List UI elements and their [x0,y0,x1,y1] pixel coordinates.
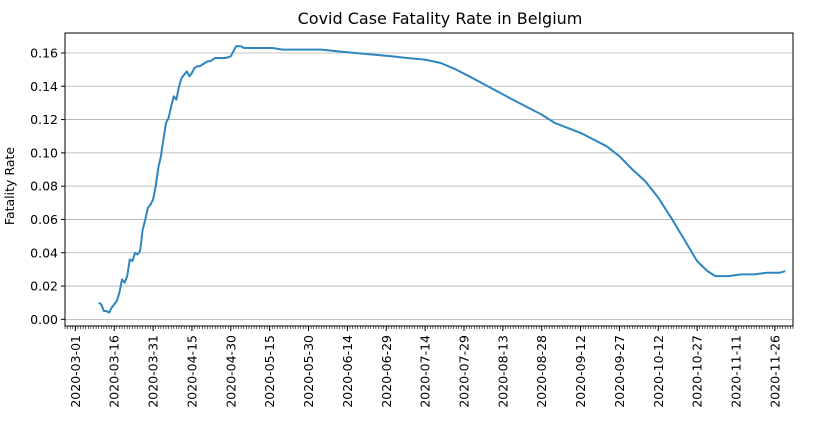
chart-title: Covid Case Fatality Rate in Belgium [298,9,583,28]
x-tick-label: 2020-03-16 [107,335,122,408]
plot-frame [64,32,794,327]
x-tick-label: 2020-04-15 [184,335,199,408]
y-tick-label: 0.04 [30,245,58,260]
x-tick-label: 2020-11-26 [767,335,782,408]
fatality-rate-line [98,45,786,314]
x-tick-label: 2020-11-11 [729,335,744,408]
y-tick-label: 0.02 [30,279,58,294]
x-tick-label: 2020-08-13 [495,335,510,408]
y-tick-label: 0.10 [30,145,58,160]
x-ticks: 2020-03-01 2020-03-16 2020-03-31 2020-04-15… [68,326,782,408]
y-tick-label: 0.00 [30,312,58,327]
y-tick-label: 0.16 [30,45,58,60]
x-tick-label: 2020-06-14 [340,335,355,408]
x-tick-label: 2020-09-27 [612,335,627,408]
y-tick-label: 0.06 [30,212,58,227]
x-tick-label: 2020-05-15 [262,335,277,408]
y-tick-label: 0.12 [30,112,58,127]
y-tick-label: 0.08 [30,179,58,194]
x-tick-label: 2020-07-29 [456,335,471,408]
y-ticks: 0.00 0.02 0.04 0.06 0.08 0.10 0.12 0.14 0.16 [30,45,65,327]
gridlines [65,52,793,320]
x-tick-label: 2020-03-01 [68,335,83,408]
y-tick-label: 0.14 [30,79,58,94]
x-tick-label: 2020-09-12 [573,335,588,408]
x-tick-label: 2020-04-30 [223,335,238,408]
x-tick-label: 2020-03-31 [146,335,161,408]
x-tick-label: 2020-08-28 [534,335,549,408]
x-tick-label: 2020-10-12 [651,335,666,408]
x-tick-label: 2020-05-30 [301,335,316,408]
x-tick-label: 2020-06-29 [379,335,394,408]
x-tick-label: 2020-07-14 [418,335,433,408]
y-axis-label: Fatality Rate [2,147,17,225]
x-tick-label: 2020-10-27 [690,335,705,408]
